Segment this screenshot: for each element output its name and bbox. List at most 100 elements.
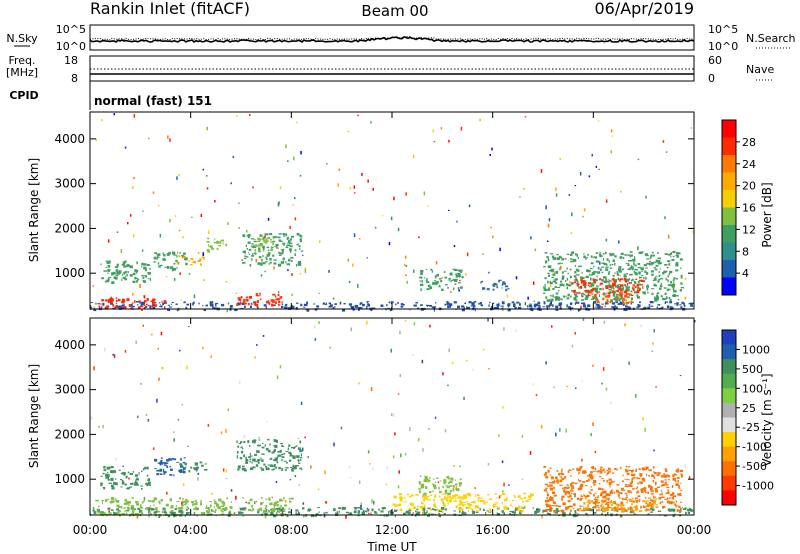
vel-cell [429,479,431,482]
vel-cell [252,458,256,462]
vel-speck [90,416,93,420]
vel-cell [230,501,232,503]
power-cell [138,301,140,303]
power-cell [275,245,278,248]
power-cell [612,279,615,282]
vel-speck [367,450,370,454]
power-cell [185,306,188,309]
power-cell [313,303,316,305]
power-cell [247,303,250,306]
vel-cell [651,508,655,511]
power-cell [253,240,257,243]
vel-cell [267,464,270,466]
vel-cell [522,500,524,503]
power-speck [597,120,600,122]
vel-cell [495,502,498,504]
vel-cell [492,503,497,506]
vel-cell [293,466,296,470]
vel-cell [497,507,501,509]
vel-cell [477,497,480,500]
vel-cell [254,453,258,456]
vel-cell [625,484,628,486]
power-speck [409,308,411,311]
vel-colorbar-cell [722,388,736,404]
vel-cell [273,503,277,507]
vel-speck [349,476,352,479]
power-speck [489,154,491,157]
power-cell [296,264,297,267]
power-cell [654,299,658,302]
vel-cell [569,505,573,508]
power-cell [625,305,628,308]
vel-cell [423,495,427,498]
vel-cell [470,508,474,510]
vel-cell [503,507,506,510]
power-cell [646,285,648,288]
vel-speck [197,477,199,481]
vel-cell [607,467,611,470]
power-cell [673,277,676,280]
power-cell [449,306,451,308]
power-speck [667,234,670,239]
vel-cell [447,498,449,500]
vel-speck [385,483,388,486]
power-cell [90,306,93,309]
power-speck [527,296,529,300]
power-cell [656,260,661,263]
power-cell [596,285,600,287]
power-speck [515,276,518,280]
vel-cell [427,499,431,501]
power-cell [627,293,631,295]
vel-cell [460,501,463,503]
power-cell [619,279,621,282]
power-cell [253,303,257,306]
vel-cell [571,468,575,470]
power-cell [438,286,441,288]
vel-speck [360,502,362,506]
power-speck [553,271,556,273]
power-cell [628,301,630,303]
noise-panel: N.Sky 10^5 10^0 10^5 10^0 N.Search [6,23,795,53]
vel-cell [172,512,176,515]
power-cell [455,274,458,278]
power-cell [672,256,675,258]
power-cell [680,274,683,278]
power-cell [679,289,682,292]
power-cell [431,270,433,273]
power-cell [581,299,585,301]
vel-ytick-label: 1000 [54,472,85,486]
vel-cell [648,509,651,512]
vel-cell [406,510,409,514]
vel-cell [454,494,458,497]
vel-cell [191,503,194,506]
power-cell [561,258,565,261]
power-cell [627,306,631,309]
vel-cell [301,468,303,471]
power-region-10 [480,279,510,292]
power-cell [162,259,166,261]
vel-cell [143,500,145,503]
vel-cell [435,513,436,515]
vel-speck [323,513,326,518]
vel-cell [571,482,575,484]
vel-speck [521,435,524,438]
vel-cell [608,470,611,473]
power-cell [473,305,476,308]
vel-speck [545,361,547,365]
vel-cell [212,510,215,513]
vel-cell [453,495,456,497]
vel-speck [649,508,651,510]
xtick-label: 12:00 [375,523,410,537]
power-cell [627,268,631,270]
vel-speck [667,489,669,492]
power-cell [622,304,625,306]
vel-cell [552,481,556,483]
vel-cell [606,480,608,483]
vel-cell [489,510,492,512]
power-cell [167,304,170,306]
vel-cell [195,468,198,472]
vel-cell [640,505,642,509]
vel-cell [456,488,460,492]
power-cell [137,278,140,281]
